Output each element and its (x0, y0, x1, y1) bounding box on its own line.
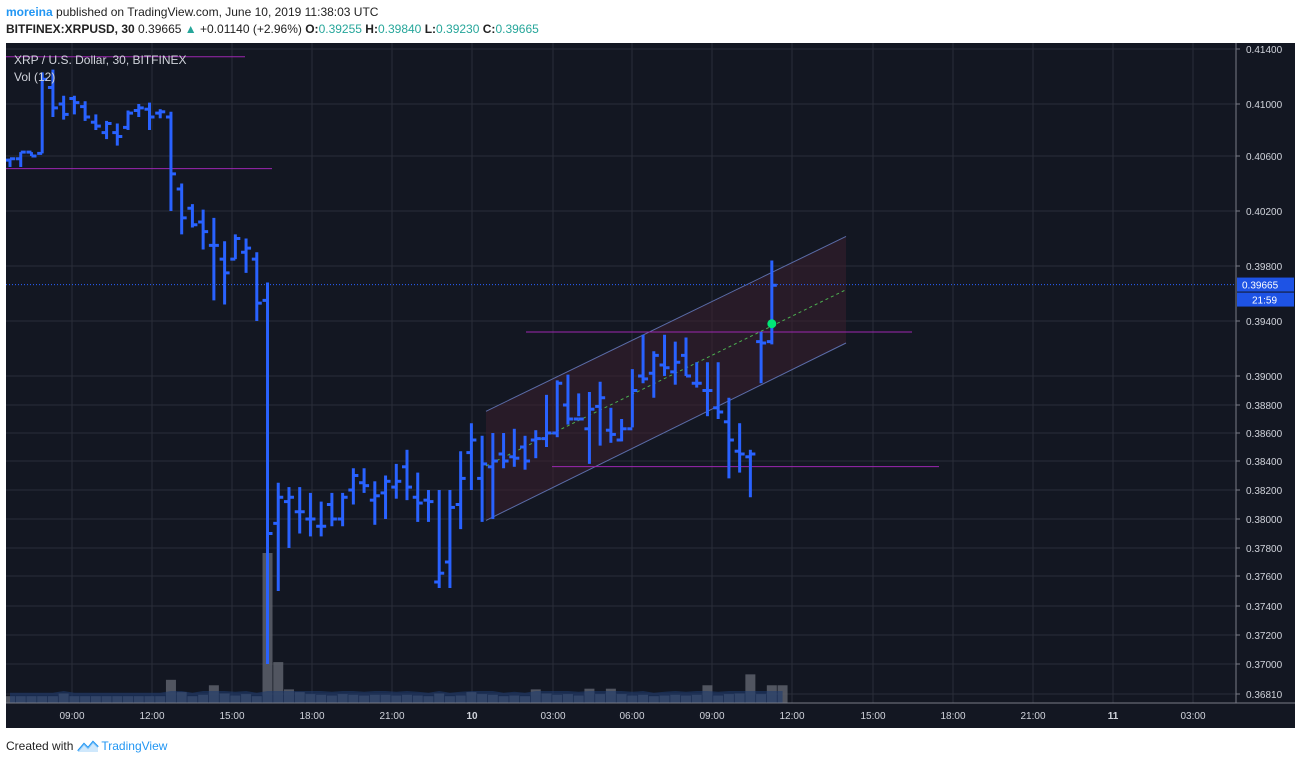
open-value: 0.39255 (318, 22, 362, 36)
signal-dot-marker (767, 319, 777, 329)
ohlc-bars (5, 69, 777, 664)
channel-upper-line (485, 235, 847, 412)
price-tick-label: 0.41000 (1246, 100, 1283, 111)
price-tick-label: 0.37000 (1246, 660, 1283, 671)
high-value: 0.39840 (377, 22, 422, 36)
volume-bar (273, 662, 284, 703)
time-tick-label: 12:00 (139, 711, 164, 722)
price-tick-label: 0.39000 (1246, 372, 1283, 383)
tradingview-brand[interactable]: TradingView (101, 739, 168, 753)
price-tick-label: 0.38800 (1246, 401, 1283, 412)
price-chart[interactable]: 0.41400 0.41000 0.40600 0.40200 0.39800 0.394… (5, 43, 1295, 728)
time-tick-label: 03:00 (1180, 711, 1205, 722)
time-tick-label: 09:00 (59, 711, 84, 722)
time-tick-label: 09:00 (699, 711, 724, 722)
publish-line: moreina published on TradingView.com, Ju… (6, 5, 378, 19)
symbol-label: BITFINEX:XRPUSD, 30 (6, 22, 135, 36)
last-price: 0.39665 (138, 22, 182, 36)
price-tick-label: 0.39400 (1246, 317, 1283, 328)
channel-fill (486, 236, 846, 521)
time-tick-label: 10 (466, 711, 478, 722)
time-tick-label: 21:00 (1020, 711, 1045, 722)
volume-ma-area (10, 691, 783, 703)
low-value: 0.39230 (436, 22, 480, 36)
symbol-quote-line: BITFINEX:XRPUSD, 30 0.39665 ▲ +0.01140 (… (6, 22, 539, 36)
time-tick-label: 21:00 (379, 711, 404, 722)
author-name[interactable]: moreina (6, 5, 53, 19)
countdown-tag (1237, 292, 1294, 307)
horizontal-lines[interactable] (6, 56, 939, 468)
tradingview-logo-icon (77, 740, 100, 752)
countdown-label: 21:59 (1252, 296, 1277, 307)
price-tick-label: 0.38000 (1246, 515, 1283, 526)
price-axis[interactable]: 0.41400 0.41000 0.40600 0.40200 0.39800 0.394… (6, 43, 1295, 703)
price-tick-label: 0.38600 (1246, 429, 1283, 440)
high-label: H: (365, 22, 378, 36)
chart-grid (6, 43, 1236, 703)
price-tick-label: 0.37400 (1246, 602, 1283, 613)
volume-bar (745, 674, 756, 703)
price-tick-label: 0.41400 (1246, 45, 1283, 56)
time-tick-label: 12:00 (779, 711, 804, 722)
time-axis-bg (6, 703, 1295, 728)
time-axis[interactable]: 09:00 12:00 15:00 18:00 21:00 10 03:00 06:00 09:… (6, 702, 1295, 728)
close-label: C: (482, 22, 496, 36)
time-tick-label: 06:00 (619, 711, 644, 722)
last-price-label: 0.39665 (1242, 281, 1279, 292)
time-tick-label: 18:00 (940, 711, 965, 722)
published-text: published on TradingView.com, June 10, 2… (56, 5, 379, 19)
price-axis-bg (1236, 43, 1295, 703)
price-tick-label: 0.39800 (1246, 262, 1283, 273)
price-tick-label: 0.38400 (1246, 457, 1283, 468)
close-value: 0.39665 (495, 22, 539, 36)
time-tick-label: 15:00 (860, 711, 885, 722)
footer: Created with TradingView (6, 739, 167, 753)
channel-lower-line (485, 342, 847, 521)
price-tick-label: 0.38200 (1246, 486, 1283, 497)
chart-frame[interactable]: 0.41400 0.41000 0.40600 0.40200 0.39800 0.394… (5, 43, 1295, 728)
created-with-text: Created with (6, 739, 74, 753)
volume-bars (5, 553, 788, 703)
change-value: +0.01140 (+2.96%) (200, 22, 302, 36)
price-tick-label: 0.37600 (1246, 572, 1283, 583)
time-tick-label: 11 (1108, 711, 1119, 722)
price-tick-label: 0.40200 (1246, 207, 1283, 218)
legend-volume: Vol (12) (14, 70, 55, 84)
time-tick-label: 15:00 (219, 711, 244, 722)
open-label: O: (305, 22, 319, 36)
price-tick-label: 0.37200 (1246, 631, 1283, 642)
price-tick-label: 0.37800 (1246, 544, 1283, 555)
low-label: L: (424, 22, 437, 36)
up-arrow-icon: ▲ (184, 22, 197, 36)
last-price-tag (1237, 277, 1294, 292)
price-tick-label: 0.36810 (1246, 690, 1283, 701)
legend-title: XRP / U.S. Dollar, 30, BITFINEX (14, 53, 187, 67)
price-tick-label: 0.40600 (1246, 152, 1283, 163)
time-tick-label: 03:00 (540, 711, 565, 722)
time-tick-label: 18:00 (299, 711, 324, 722)
